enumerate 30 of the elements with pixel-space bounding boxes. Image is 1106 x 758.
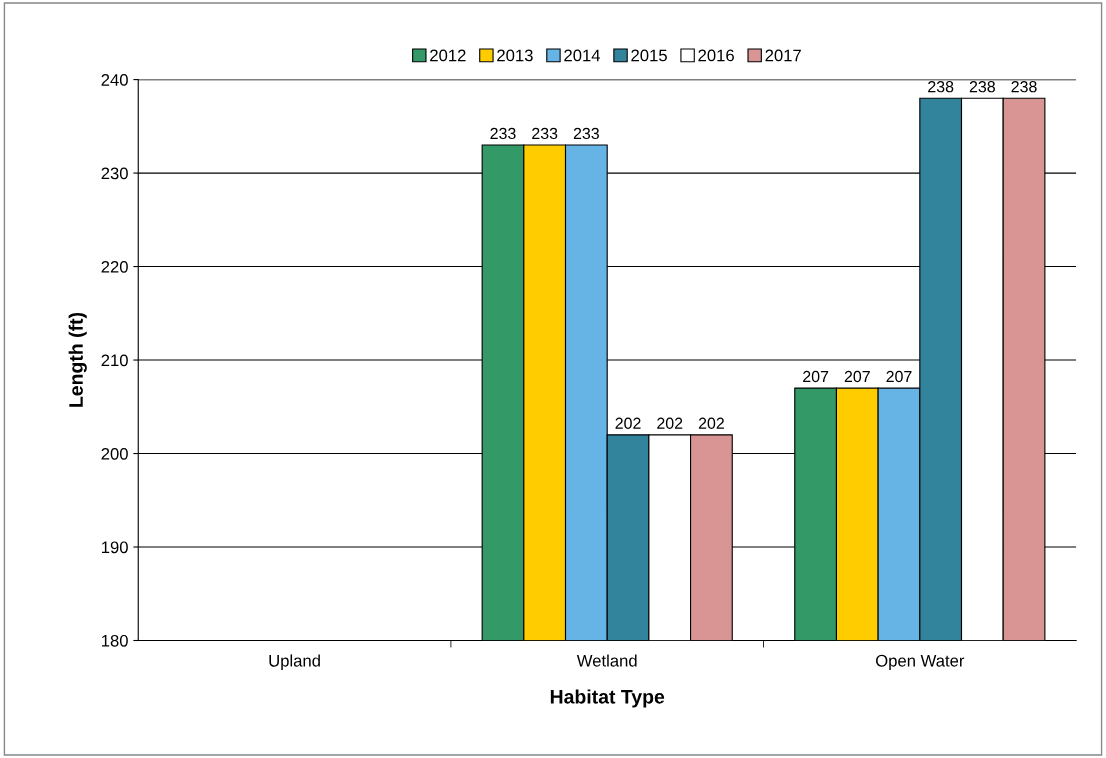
legend-label: 2012 (430, 49, 466, 62)
y-tick-label: 180 (101, 634, 128, 647)
legend-label: 2013 (497, 49, 533, 62)
data-label: 233 (490, 127, 516, 140)
data-label: 202 (698, 417, 724, 429)
y-tick-label: 230 (101, 167, 128, 180)
legend-label: 2017 (765, 49, 801, 62)
y-tick-label: 200 (101, 447, 128, 460)
data-label: 202 (615, 417, 641, 429)
data-label: 207 (886, 370, 912, 383)
y-tick-label: 210 (101, 354, 128, 367)
legend-label: 2015 (631, 49, 667, 62)
x-tick-label: Wetland (576, 654, 637, 667)
data-label: 207 (844, 370, 870, 383)
data-label: 233 (532, 127, 558, 140)
x-axis-title: Habitat Type (550, 689, 665, 708)
data-label: 238 (969, 81, 995, 93)
legend-label: 2014 (564, 49, 601, 62)
legend-label: 2016 (698, 49, 734, 62)
y-axis-title: Length (ft) (68, 312, 87, 407)
data-label: 202 (657, 417, 683, 429)
x-tick-label: Open Water (876, 654, 965, 670)
data-label: 238 (928, 81, 954, 93)
y-tick-label: 190 (101, 541, 128, 554)
data-label: 238 (1011, 81, 1037, 93)
y-tick-label: 220 (101, 260, 128, 273)
y-tick-label: 240 (101, 73, 128, 86)
data-label: 233 (573, 127, 599, 140)
x-tick-label: Upland (269, 654, 320, 670)
data-label: 207 (803, 370, 829, 383)
